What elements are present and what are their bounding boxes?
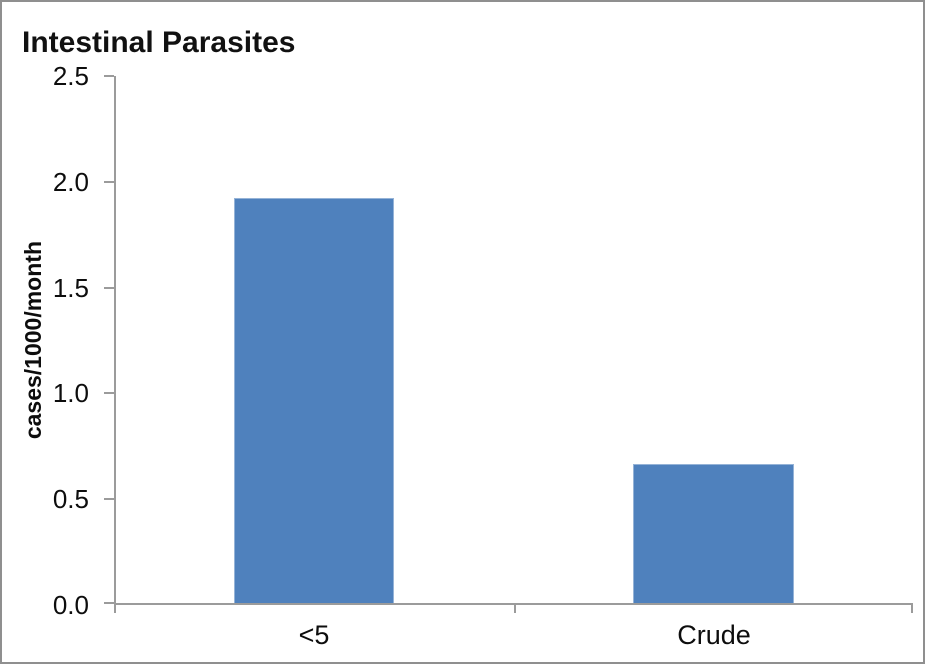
y-tick-mark bbox=[104, 392, 114, 394]
y-tick-label-2-0: 2.0 bbox=[52, 167, 89, 197]
y-tick-label-0-0: 0.0 bbox=[52, 590, 89, 620]
x-category-label-crude: Crude bbox=[677, 620, 751, 650]
y-axis-title: cases/1000/month bbox=[14, 76, 52, 605]
y-tick-mark bbox=[104, 287, 114, 289]
x-tick-mark bbox=[114, 605, 116, 613]
y-tick-mark bbox=[104, 75, 114, 77]
x-tick-mark bbox=[911, 605, 913, 613]
bar-crude bbox=[633, 463, 794, 603]
y-tick-label-1-0: 1.0 bbox=[52, 378, 89, 408]
y-tick-mark bbox=[104, 498, 114, 500]
y-tick-label-1-5: 1.5 bbox=[52, 273, 89, 303]
y-tick-label-0-5: 0.5 bbox=[52, 484, 89, 514]
x-category-label-under-5: <5 bbox=[298, 620, 330, 650]
y-tick-mark bbox=[104, 602, 114, 604]
plot-area bbox=[104, 75, 913, 613]
x-tick-mark bbox=[514, 605, 516, 613]
y-axis-title-text: cases/1000/month bbox=[19, 241, 46, 440]
y-tick-label-2-5: 2.5 bbox=[52, 61, 89, 91]
bar-under-5 bbox=[234, 198, 394, 603]
chart-title: Intestinal Parasites bbox=[22, 26, 296, 59]
y-tick-mark bbox=[104, 181, 114, 183]
